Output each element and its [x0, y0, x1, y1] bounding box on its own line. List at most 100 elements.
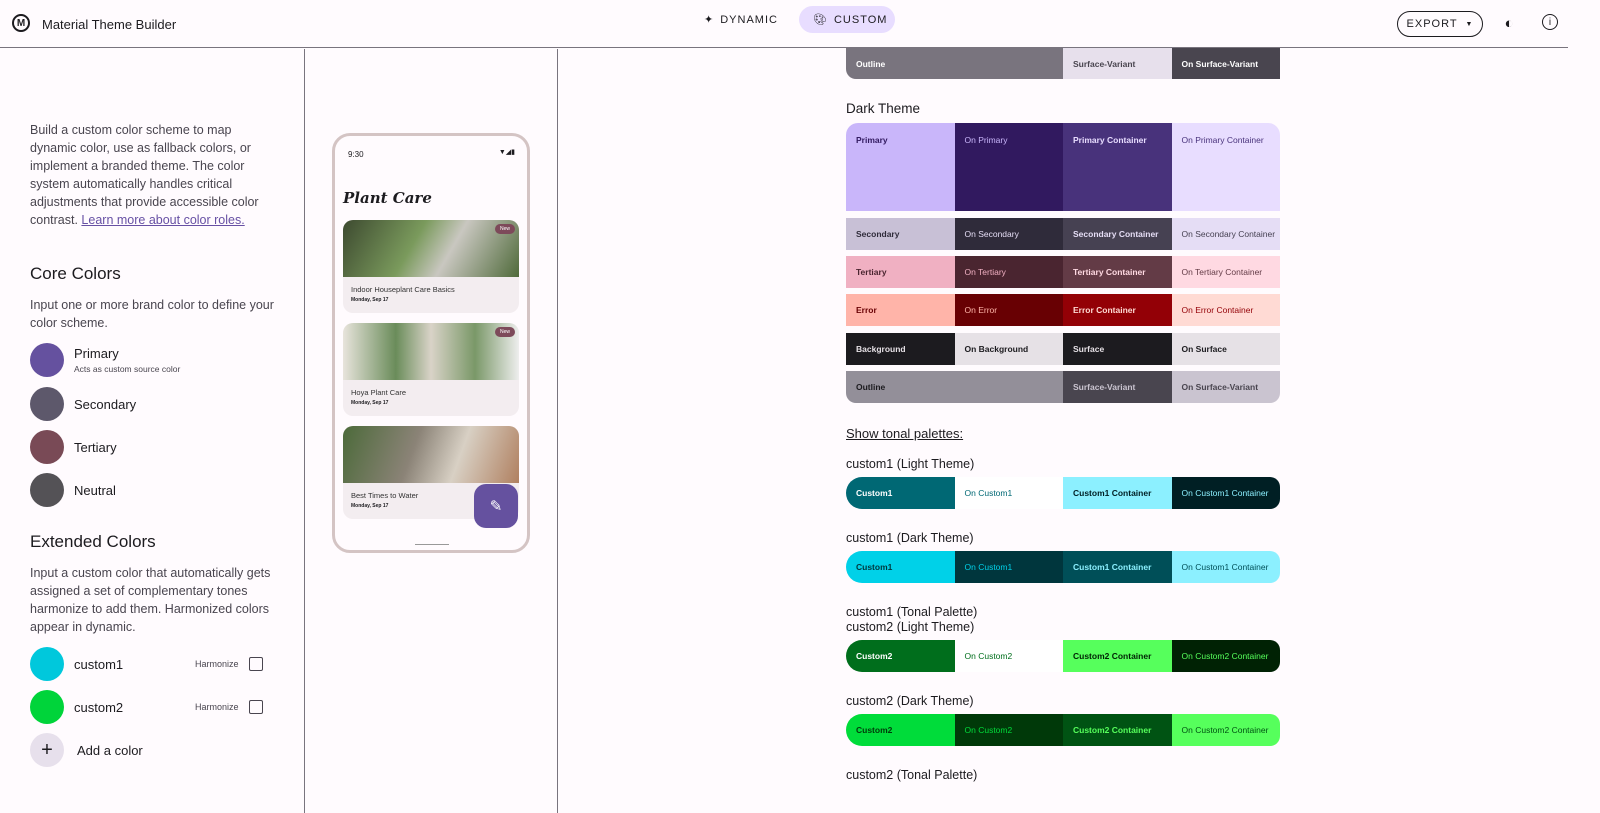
edit-fab[interactable]: ✎: [474, 484, 518, 528]
color-role-on-custom2[interactable]: On Custom2: [954, 640, 1063, 672]
color-role-outline[interactable]: Outline: [846, 48, 1063, 79]
color-role-surface-variant[interactable]: Surface-Variant: [1063, 371, 1172, 403]
color-role-secondary-container[interactable]: Secondary Container: [1063, 218, 1172, 250]
color-role-custom1[interactable]: Custom1: [846, 551, 955, 583]
palette-group-label: custom1 (Dark Theme): [846, 531, 974, 545]
article-title: Indoor Houseplant Care Basics: [351, 285, 455, 294]
color-role-on-secondary[interactable]: On Secondary: [954, 218, 1063, 250]
color-role-custom2-container[interactable]: Custom2 Container: [1063, 714, 1172, 746]
color-role-on-surface-variant[interactable]: On Surface-Variant: [1171, 371, 1280, 403]
color-role-custom1[interactable]: Custom1: [846, 477, 955, 509]
color-row: Primary On Primary Primary Container On Pri…: [846, 123, 1280, 211]
article-card[interactable]: New Indoor Houseplant Care Basics Monday, …: [343, 220, 519, 313]
color-role-on-custom1[interactable]: On Custom1: [954, 477, 1063, 509]
extended-color-custom2[interactable]: custom2: [30, 690, 123, 724]
extended-color-custom1[interactable]: custom1: [30, 647, 123, 681]
color-role-error-container[interactable]: Error Container: [1063, 294, 1172, 326]
extended-colors-desc: Input a custom color that automatically …: [30, 566, 271, 634]
color-role-on-error-container[interactable]: On Error Container: [1171, 294, 1280, 326]
color-role-custom2[interactable]: Custom2: [846, 640, 955, 672]
color-role-on-custom1-container[interactable]: On Custom1 Container: [1171, 477, 1280, 509]
color-swatch[interactable]: [30, 430, 64, 464]
color-role-on-error[interactable]: On Error: [954, 294, 1063, 326]
article-date: Monday, Sep 17: [351, 503, 389, 509]
color-role-secondary[interactable]: Secondary: [846, 218, 955, 250]
color-label: Primary: [74, 346, 119, 361]
scheme-panel: Dark Theme Show tonal palettes: Outline S…: [558, 48, 1568, 813]
color-role-custom2-container[interactable]: Custom2 Container: [1063, 640, 1172, 672]
color-role-on-primary-container[interactable]: On Primary Container: [1171, 123, 1280, 211]
gesture-handle: [415, 544, 449, 545]
caret-down-icon: ▼: [1465, 20, 1474, 28]
brightness-toggle-icon[interactable]: ◐: [1504, 14, 1514, 32]
export-button[interactable]: EXPORT ▼: [1397, 11, 1483, 37]
color-role-on-surface-variant[interactable]: On Surface-Variant: [1171, 48, 1280, 79]
color-label: custom1: [74, 656, 124, 672]
info-icon[interactable]: i: [1542, 14, 1558, 30]
color-role-custom1-container[interactable]: Custom1 Container: [1063, 477, 1172, 509]
article-title: Hoya Plant Care: [351, 388, 407, 397]
color-role-tertiary[interactable]: Tertiary: [846, 256, 955, 288]
color-role-on-custom1[interactable]: On Custom1: [954, 551, 1063, 583]
color-role-primary-container[interactable]: Primary Container: [1063, 123, 1172, 211]
color-row: Custom1 On Custom1 Custom1 Container On Cus…: [846, 551, 1280, 583]
show-tonal-palettes-link[interactable]: Show tonal palettes:: [846, 426, 964, 441]
color-role-custom1-container[interactable]: Custom1 Container: [1063, 551, 1172, 583]
color-label: Neutral: [74, 482, 116, 498]
core-color-secondary[interactable]: Secondary: [30, 387, 136, 421]
sparkle-icon: ✦: [704, 14, 715, 26]
color-role-custom2[interactable]: Custom2: [846, 714, 955, 746]
palette-group-label: custom1 (Light Theme): [846, 457, 975, 471]
color-role-on-surface[interactable]: On Surface: [1171, 333, 1280, 365]
color-role-primary[interactable]: Primary: [846, 123, 955, 211]
color-swatch[interactable]: [30, 343, 64, 377]
color-role-on-secondary-container[interactable]: On Secondary Container: [1171, 218, 1280, 250]
color-role-background[interactable]: Background: [846, 333, 955, 365]
color-swatch[interactable]: [30, 387, 64, 421]
color-sublabel: Acts as custom source color: [74, 364, 181, 374]
color-row: Custom2 On Custom2 Custom2 Container On Cus…: [846, 640, 1280, 672]
add-color-button[interactable]: + Add a color: [30, 733, 143, 767]
palette-icon: 🎨︎: [813, 14, 828, 26]
color-text: Neutral: [74, 483, 116, 498]
article-image: [343, 220, 519, 277]
color-role-surface-variant[interactable]: Surface-Variant: [1063, 48, 1172, 79]
color-role-on-tertiary-container[interactable]: On Tertiary Container: [1171, 256, 1280, 288]
scrollbar[interactable]: [1568, 0, 1600, 813]
color-swatch[interactable]: [30, 690, 64, 724]
color-role-on-custom2-container[interactable]: On Custom2 Container: [1171, 714, 1280, 746]
color-role-on-primary[interactable]: On Primary: [954, 123, 1063, 211]
color-role-tertiary-container[interactable]: Tertiary Container: [1063, 256, 1172, 288]
harmonize-checkbox[interactable]: [249, 657, 263, 671]
color-role-on-custom2-container[interactable]: On Custom2 Container: [1171, 640, 1280, 672]
add-color-label: Add a color: [77, 742, 143, 758]
learn-more-link[interactable]: Learn more about color roles.: [81, 213, 245, 227]
color-role-surface[interactable]: Surface: [1063, 333, 1172, 365]
article-card[interactable]: New Hoya Plant Care Monday, Sep 17: [343, 323, 519, 416]
app-title: Material Theme Builder: [42, 17, 177, 32]
material-logo-icon[interactable]: M: [12, 14, 30, 32]
core-color-primary[interactable]: Primary Acts as custom source color: [30, 343, 180, 377]
color-swatch[interactable]: [30, 473, 64, 507]
color-role-error[interactable]: Error: [846, 294, 955, 326]
color-text: Tertiary: [74, 440, 117, 455]
core-color-tertiary[interactable]: Tertiary: [30, 430, 117, 464]
color-role-on-custom1-container[interactable]: On Custom1 Container: [1171, 551, 1280, 583]
color-role-on-background[interactable]: On Background: [954, 333, 1063, 365]
palette-group-label: custom2 (Light Theme): [846, 620, 975, 634]
dynamic-tab[interactable]: ✦ DYNAMIC: [690, 6, 792, 33]
core-color-neutral[interactable]: Neutral: [30, 473, 116, 507]
color-role-on-tertiary[interactable]: On Tertiary: [954, 256, 1063, 288]
custom-tab[interactable]: 🎨︎ CUSTOM: [799, 6, 895, 33]
dynamic-label: DYNAMIC: [720, 13, 778, 26]
article-card[interactable]: Best Times to Water Monday, Sep 17: [343, 426, 519, 519]
color-role-outline[interactable]: Outline: [846, 371, 1063, 403]
harmonize-checkbox[interactable]: [249, 700, 263, 714]
color-role-on-custom2[interactable]: On Custom2: [954, 714, 1063, 746]
color-swatch[interactable]: [30, 647, 64, 681]
article-title: Best Times to Water: [351, 491, 419, 500]
harmonize-label: Harmonize: [195, 702, 239, 712]
color-row: Outline Surface-Variant On Surface-Variant: [846, 48, 1280, 79]
harmonize-label: Harmonize: [195, 659, 239, 669]
extended-colors-heading: Extended Colors: [30, 532, 156, 551]
